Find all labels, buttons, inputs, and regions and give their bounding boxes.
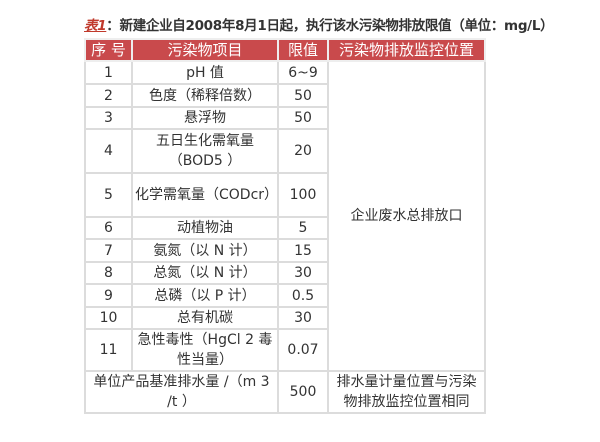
cell-no: 8 xyxy=(84,261,133,285)
table-row: 2 色度（稀释倍数） 50 xyxy=(84,83,485,108)
table-row: 1 pH 值 6~9 企业废水总排放口 xyxy=(84,60,486,372)
caption-text: ：新建企业自2008年8月1日起，执行该水污染物排放限值（单位：mg/L） xyxy=(106,18,554,34)
cell-limit: 6~9 xyxy=(277,60,329,85)
caption-label: 表1 xyxy=(84,18,107,34)
cell-no: 10 xyxy=(84,306,133,330)
cell-no: 3 xyxy=(84,106,133,130)
table-row: 8 总氮（以 N 计） 30 xyxy=(84,261,485,285)
header-limit: 限值 xyxy=(277,38,329,62)
cell-no: 6 xyxy=(84,216,133,240)
cell-limit: 500 xyxy=(277,370,329,414)
table-row: 5 化学需氧量（CODcr） 100 xyxy=(84,172,485,218)
cell-limit: 20 xyxy=(277,128,329,174)
table-row: 11 急性毒性（HgCl 2 毒性当量） 0.07 xyxy=(84,328,485,372)
cell-item: 悬浮物 xyxy=(131,106,279,130)
cell-limit: 0.07 xyxy=(277,328,329,372)
header-item: 污染物项目 xyxy=(131,38,279,62)
table-row: 10 总有机碳 30 xyxy=(84,306,485,330)
cell-limit: 100 xyxy=(277,172,329,218)
header-no: 序 号 xyxy=(84,38,133,62)
cell-no: 2 xyxy=(84,83,133,108)
cell-no: 7 xyxy=(84,238,133,263)
cell-item: 色度（稀释倍数） xyxy=(131,83,279,108)
table-row: 7 氨氮（以 N 计） 15 xyxy=(84,238,485,263)
cell-item: 氨氮（以 N 计） xyxy=(131,238,279,263)
cell-location: 企业废水总排放口 xyxy=(327,60,486,372)
cell-no: 4 xyxy=(84,128,133,174)
cell-item: pH 值 xyxy=(131,60,279,85)
table-row: 4 五日生化需氧量（BOD5 ） 20 xyxy=(84,128,485,174)
cell-no: 9 xyxy=(84,283,133,308)
cell-no: 5 xyxy=(84,172,133,218)
cell-item: 总磷（以 P 计） xyxy=(131,283,279,308)
header-location: 污染物排放监控位置 xyxy=(327,38,486,62)
cell-limit: 30 xyxy=(277,306,329,330)
cell-item: 五日生化需氧量（BOD5 ） xyxy=(131,128,279,174)
cell-location: 排水量计量位置与污染物排放监控位置相同 xyxy=(327,370,486,414)
cell-limit: 50 xyxy=(277,83,329,108)
table-row: 3 悬浮物 50 xyxy=(84,106,485,130)
pollutant-limit-table: 序 号 污染物项目 限值 污染物排放监控位置 1 pH 值 6~9 企业废水总排放口 2… xyxy=(84,38,486,414)
table-row: 9 总磷（以 P 计） 0.5 xyxy=(84,283,485,308)
table-caption: 表1：新建企业自2008年8月1日起，执行该水污染物排放限值（单位：mg/L） xyxy=(84,14,554,34)
cell-item: 总氮（以 N 计） xyxy=(131,261,279,285)
cell-limit: 0.5 xyxy=(277,283,329,308)
header-row: 序 号 污染物项目 限值 污染物排放监控位置 xyxy=(84,38,486,62)
cell-item: 动植物油 xyxy=(131,216,279,240)
cell-limit: 15 xyxy=(277,238,329,263)
cell-item: 急性毒性（HgCl 2 毒性当量） xyxy=(131,328,279,372)
cell-limit: 50 xyxy=(277,106,329,130)
cell-limit: 5 xyxy=(277,216,329,240)
cell-item: 单位产品基准排水量 /（m 3 /t ） xyxy=(84,370,279,414)
cell-no: 1 xyxy=(84,60,133,85)
table-row-last: 单位产品基准排水量 /（m 3 /t ） 500 排水量计量位置与污染物排放监控位置… xyxy=(84,370,486,414)
cell-limit: 30 xyxy=(277,261,329,285)
cell-item: 化学需氧量（CODcr） xyxy=(131,172,279,218)
cell-item: 总有机碳 xyxy=(131,306,279,330)
table-row: 6 动植物油 5 xyxy=(84,216,485,240)
cell-no: 11 xyxy=(84,328,133,372)
